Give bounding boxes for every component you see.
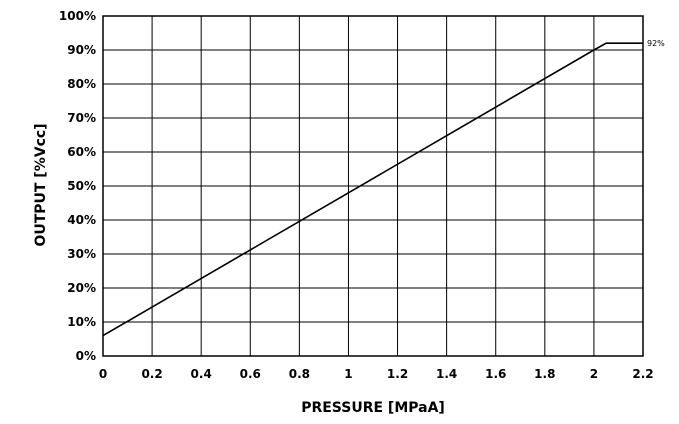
x-tick-label: 0.8 [289, 367, 310, 381]
x-tick-labels: 0 0.2 0.4 0.6 0.8 1 1.2 1.4 1.6 1.8 2 2.2 [99, 367, 654, 381]
y-tick-label: 80% [67, 77, 96, 91]
y-axis-title: OUTPUT [%Vcc] [33, 123, 49, 246]
output-line [102, 42, 643, 337]
annotation-label: 92% [647, 39, 665, 48]
y-tick-label: 60% [67, 145, 96, 159]
x-axis-title: PRESSURE [MPaA] [301, 400, 445, 416]
x-tick-label: 1.2 [387, 367, 408, 381]
x-tick-label: 1 [344, 367, 352, 381]
y-tick-label: 20% [67, 281, 96, 295]
y-tick-label: 30% [67, 247, 96, 261]
y-tick-label: 90% [67, 43, 96, 57]
y-tick-label: 70% [67, 111, 96, 125]
y-tick-label: 100% [59, 9, 96, 23]
y-tick-labels: 0% 10% 20% 30% 40% 50% 60% 70% 80% 90% 100% [59, 9, 96, 363]
x-tick-label: 2.2 [632, 367, 653, 381]
series-lines [102, 42, 643, 337]
x-tick-label: 1.8 [534, 367, 555, 381]
x-tick-label: 0 [99, 367, 107, 381]
y-tick-label: 10% [67, 315, 96, 329]
y-tick-label: 50% [67, 179, 96, 193]
plot-frame [102, 15, 644, 357]
x-tick-label: 0.6 [240, 367, 261, 381]
x-tick-label: 2 [590, 367, 598, 381]
y-tick-label: 0% [76, 349, 96, 363]
grid-lines [102, 15, 644, 357]
x-tick-label: 0.2 [141, 367, 162, 381]
x-tick-label: 1.4 [436, 367, 457, 381]
x-tick-label: 0.4 [191, 367, 212, 381]
x-tick-label: 1.6 [485, 367, 506, 381]
plot-border [102, 15, 644, 357]
y-tick-label: 40% [67, 213, 96, 227]
annotations: 92% [647, 39, 665, 48]
